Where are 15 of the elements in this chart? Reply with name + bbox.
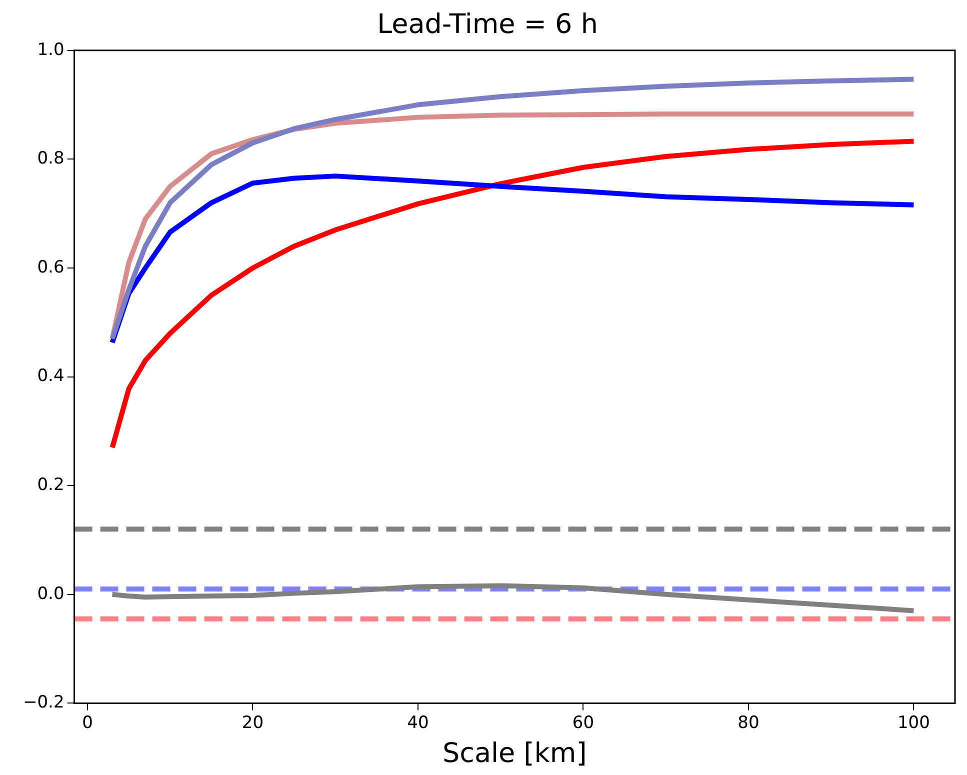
x-tick-label: 60 [572, 712, 594, 733]
y-tick-label: 0.4 [37, 366, 64, 386]
y-tick-label: 0.6 [37, 257, 64, 278]
y-tick-label: 0.2 [37, 475, 64, 496]
chart-title: Lead-Time = 6 h [377, 9, 598, 40]
x-tick-label: 40 [407, 712, 429, 733]
x-axis-title: Scale [km] [442, 738, 587, 769]
y-tick-label: −0.2 [23, 692, 64, 713]
y-tick-label: 0.8 [37, 148, 64, 169]
x-tick-label: 20 [242, 712, 264, 733]
y-tick-label: 0.0 [37, 584, 64, 604]
x-tick-label: 80 [738, 712, 760, 733]
x-tick-label: 100 [897, 712, 930, 733]
y-tick-label: 1.0 [37, 40, 64, 60]
x-tick-label: 0 [82, 712, 93, 733]
